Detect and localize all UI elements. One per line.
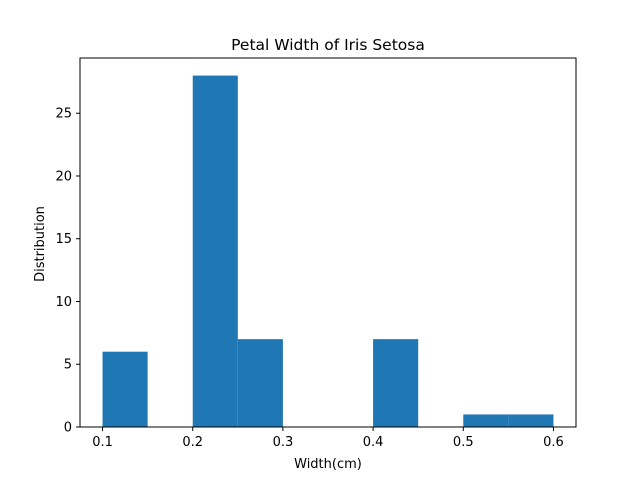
histogram-bar xyxy=(192,75,238,428)
x-tick-label: 0.5 xyxy=(453,435,474,450)
y-tick-label: 25 xyxy=(55,107,72,122)
x-tick-label: 0.3 xyxy=(273,435,294,450)
y-tick-label: 15 xyxy=(55,232,72,247)
x-tick-label: 0.6 xyxy=(543,435,564,450)
x-axis-label: Width(cm) xyxy=(294,457,362,472)
y-tick-label: 0 xyxy=(64,421,72,436)
histogram-bar xyxy=(102,351,148,427)
y-tick-label: 5 xyxy=(64,358,72,373)
histogram-bar xyxy=(463,414,509,427)
y-tick-label: 10 xyxy=(55,295,72,310)
x-tick-label: 0.4 xyxy=(363,435,384,450)
x-tick-label: 0.1 xyxy=(92,435,113,450)
x-tick-label: 0.2 xyxy=(182,435,203,450)
histogram-bar xyxy=(508,414,554,427)
x-axis-ticks: 0.1 0.2 0.3 0.4 0.5 0.6 xyxy=(92,427,564,450)
bars-layer xyxy=(102,75,554,428)
plot-frame xyxy=(79,57,577,428)
y-axis-ticks: 0 5 10 15 20 25 xyxy=(55,107,80,436)
histogram-bar xyxy=(237,339,283,427)
y-tick-label: 20 xyxy=(55,169,72,184)
histogram-bar xyxy=(373,339,419,427)
chart-title: Petal Width of Iris Setosa xyxy=(231,36,425,54)
y-axis-label: Distribution xyxy=(33,206,48,282)
